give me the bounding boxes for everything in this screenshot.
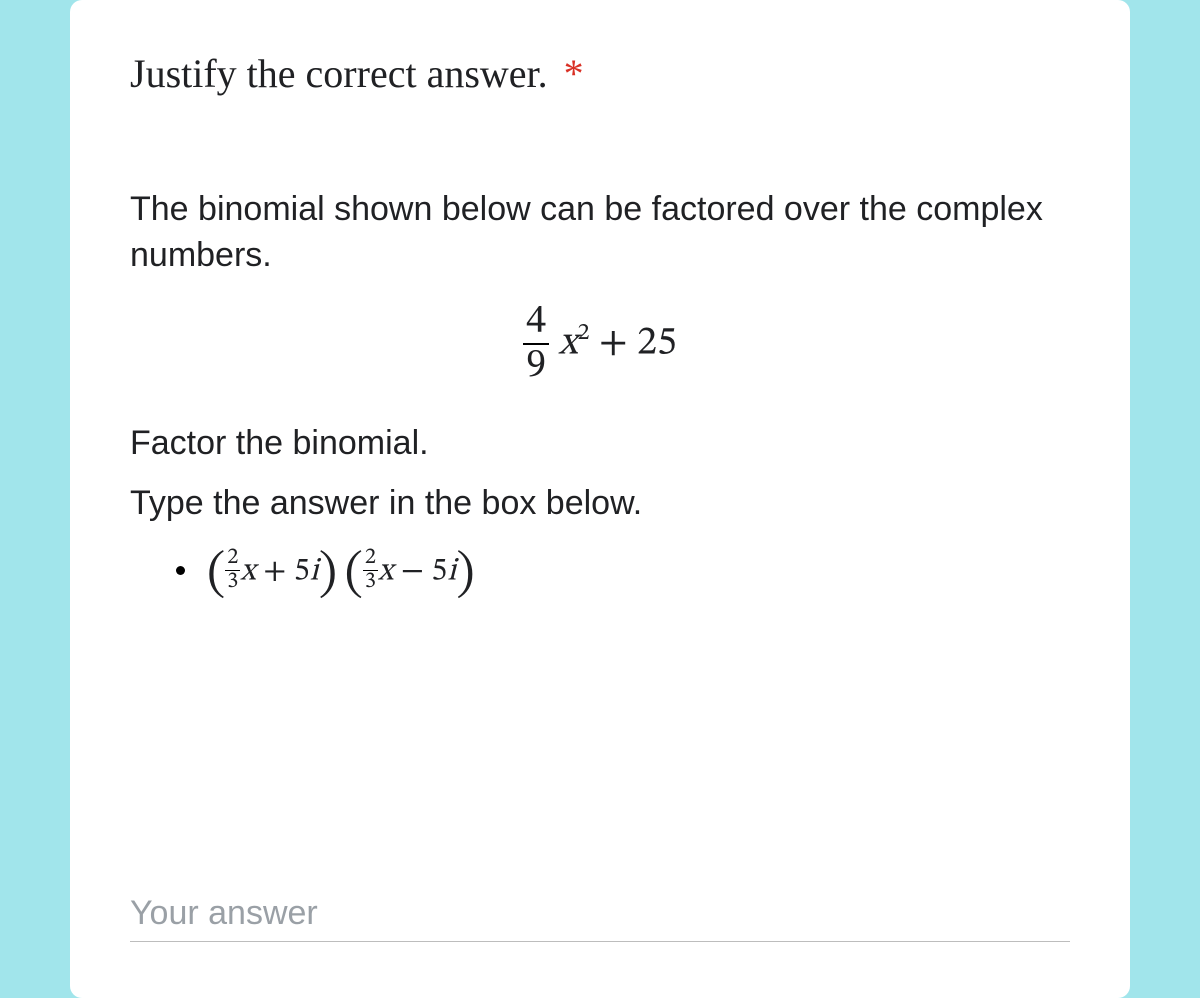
imag-b: 5i [431,555,456,587]
imag-a: 5i [294,555,319,587]
question-title: Justify the correct answer. * [130,50,1070,97]
question-title-text: Justify the correct answer. [130,51,548,96]
fraction-num: 4 [523,301,549,343]
exponent-2: 2 [578,321,590,345]
instruction-type: Type the answer in the box below. [130,481,1070,527]
instruction-factor: Factor the binomial. [130,421,1070,467]
fraction-den: 9 [523,343,549,387]
var-x-a: x [240,555,255,587]
constant-25: 25 [637,323,677,363]
question-content: The binomial shown below can be factored… [130,187,1070,595]
plus-op: + [599,323,637,363]
op-a: + [263,555,286,587]
binomial-formula: 4 9 x2 + 25 [130,301,1070,387]
fraction-2-3-b: 23 [363,547,378,595]
fraction-2-3-a: 23 [225,547,240,595]
variable-x: x [558,323,577,363]
factorization-expression: (23x + 5i) (23x − 5i) [207,547,475,595]
var-x-b: x [378,555,393,587]
bullet-icon [176,566,185,575]
op-b: − [401,555,424,587]
answer-field [130,886,1070,942]
question-card: Justify the correct answer. * The binomi… [70,0,1130,998]
intro-text: The binomial shown below can be factored… [130,187,1070,279]
answer-bullet: (23x + 5i) (23x − 5i) [176,547,1070,595]
required-marker: * [564,51,584,96]
fraction-4-9: 4 9 [523,301,549,387]
answer-input[interactable] [130,886,1070,942]
